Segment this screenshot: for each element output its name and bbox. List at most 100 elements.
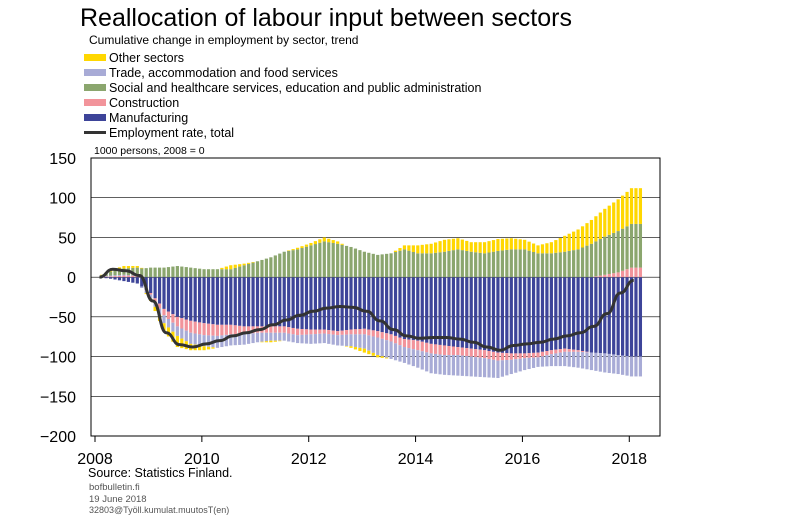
bar-construction — [594, 276, 598, 278]
bar-trade-accommodation-and-food-services — [442, 354, 447, 375]
bar-trade-accommodation-and-food-services — [233, 334, 237, 346]
bar-other-sectors — [367, 350, 371, 355]
bar-trade-accommodation-and-food-services — [362, 334, 366, 349]
bar-social-and-healthcare-services-education-and-public-administration — [478, 252, 482, 278]
bar-manufacturing — [313, 277, 317, 330]
bar-construction — [567, 349, 571, 352]
bar-manufacturing — [589, 277, 594, 353]
bar-social-and-healthcare-services-education-and-public-administration — [416, 253, 420, 278]
bar-construction — [500, 352, 504, 361]
bar-other-sectors — [247, 262, 251, 264]
bar-manufacturing — [393, 277, 398, 336]
bar-manufacturing — [487, 277, 491, 352]
bar-social-and-healthcare-services-education-and-public-administration — [474, 252, 478, 278]
bar-other-sectors — [447, 239, 451, 251]
bar-social-and-healthcare-services-education-and-public-administration — [456, 249, 460, 278]
bar-social-and-healthcare-services-education-and-public-administration — [496, 250, 500, 278]
bar-trade-accommodation-and-food-services — [603, 353, 607, 373]
bar-construction — [171, 314, 175, 323]
bar-social-and-healthcare-services-education-and-public-administration — [157, 267, 162, 278]
bar-construction — [291, 327, 295, 335]
bar-trade-accommodation-and-food-services — [567, 351, 571, 367]
bar-trade-accommodation-and-food-services — [189, 332, 193, 344]
bar-manufacturing — [126, 277, 130, 282]
chart-id-note: 32803@Työll.kumulat.muutosT(en) — [89, 505, 230, 515]
legend-label-trade: Trade, accommodation and food services — [109, 65, 338, 80]
bar-manufacturing — [407, 277, 411, 340]
bar-trade-accommodation-and-food-services — [500, 360, 504, 377]
bar-manufacturing — [518, 277, 522, 354]
bar-manufacturing — [108, 277, 113, 279]
bar-trade-accommodation-and-food-services — [202, 335, 206, 347]
bar-manufacturing — [460, 277, 464, 348]
y-tick-label: 50 — [58, 230, 76, 247]
bar-construction — [442, 345, 447, 355]
bar-construction — [113, 276, 117, 278]
x-tick-label: 2018 — [611, 451, 647, 468]
bar-construction — [385, 333, 389, 341]
bar-manufacturing — [531, 277, 536, 353]
bar-social-and-healthcare-services-education-and-public-administration — [153, 267, 157, 278]
bar-manufacturing — [304, 277, 309, 330]
bar-social-and-healthcare-services-education-and-public-administration — [295, 249, 300, 278]
bar-construction — [367, 329, 371, 336]
bar-manufacturing — [594, 277, 598, 353]
bar-social-and-healthcare-services-education-and-public-administration — [313, 244, 317, 278]
bar-other-sectors — [509, 238, 513, 250]
bar-construction — [313, 329, 317, 335]
bar-manufacturing — [474, 277, 478, 350]
bar-manufacturing — [202, 277, 206, 324]
bar-social-and-healthcare-services-education-and-public-administration — [304, 246, 309, 278]
bar-social-and-healthcare-services-education-and-public-administration — [523, 249, 527, 278]
bar-other-sectors — [300, 246, 304, 249]
bar-construction — [211, 324, 215, 336]
bar-trade-accommodation-and-food-services — [638, 356, 643, 377]
bar-construction — [309, 329, 313, 335]
bar-manufacturing — [327, 277, 331, 331]
bar-social-and-healthcare-services-education-and-public-administration — [247, 263, 251, 278]
bar-other-sectors — [625, 191, 629, 227]
bar-trade-accommodation-and-food-services — [184, 330, 188, 342]
bar-other-sectors — [331, 240, 335, 243]
bar-construction — [318, 329, 322, 334]
legend-item-other-sectors: Other sectors — [84, 50, 481, 65]
bar-manufacturing — [420, 277, 424, 342]
bar-social-and-healthcare-services-education-and-public-administration — [322, 241, 326, 278]
bar-manufacturing — [157, 277, 162, 304]
bar-other-sectors — [322, 237, 326, 242]
bar-trade-accommodation-and-food-services — [634, 356, 638, 377]
bar-other-sectors — [496, 239, 500, 251]
bar-other-sectors — [407, 245, 411, 251]
bar-manufacturing — [465, 277, 469, 349]
bar-manufacturing — [500, 277, 504, 353]
website-note: bofbulletin.fi — [89, 482, 140, 493]
bar-trade-accommodation-and-food-services — [126, 275, 130, 276]
bar-trade-accommodation-and-food-services — [429, 353, 433, 374]
bar-social-and-healthcare-services-education-and-public-administration — [189, 267, 193, 278]
bar-trade-accommodation-and-food-services — [371, 336, 375, 353]
bar-social-and-healthcare-services-education-and-public-administration — [206, 269, 211, 278]
bar-social-and-healthcare-services-education-and-public-administration — [580, 247, 585, 278]
y-unit-label: 1000 persons, 2008 = 0 — [94, 145, 205, 157]
bar-construction — [447, 345, 451, 355]
bar-manufacturing — [411, 277, 415, 341]
bar-other-sectors — [264, 341, 269, 343]
bar-social-and-healthcare-services-education-and-public-administration — [536, 253, 540, 278]
bar-manufacturing — [482, 277, 487, 351]
bar-other-sectors — [589, 219, 594, 244]
bar-trade-accommodation-and-food-services — [353, 334, 358, 348]
bar-other-sectors — [491, 240, 496, 252]
bar-social-and-healthcare-services-education-and-public-administration — [229, 269, 233, 278]
bar-other-sectors — [442, 239, 447, 252]
bar-trade-accommodation-and-food-services — [193, 333, 197, 345]
bar-trade-accommodation-and-food-services — [380, 338, 384, 357]
bar-manufacturing — [616, 277, 620, 355]
bar-other-sectors — [353, 347, 358, 350]
bar-social-and-healthcare-services-education-and-public-administration — [572, 250, 576, 278]
bar-social-and-healthcare-services-education-and-public-administration — [367, 252, 371, 278]
bar-social-and-healthcare-services-education-and-public-administration — [171, 266, 175, 278]
bar-social-and-healthcare-services-education-and-public-administration — [514, 249, 518, 278]
bar-construction — [153, 298, 157, 302]
bar-social-and-healthcare-services-education-and-public-administration — [242, 265, 246, 278]
